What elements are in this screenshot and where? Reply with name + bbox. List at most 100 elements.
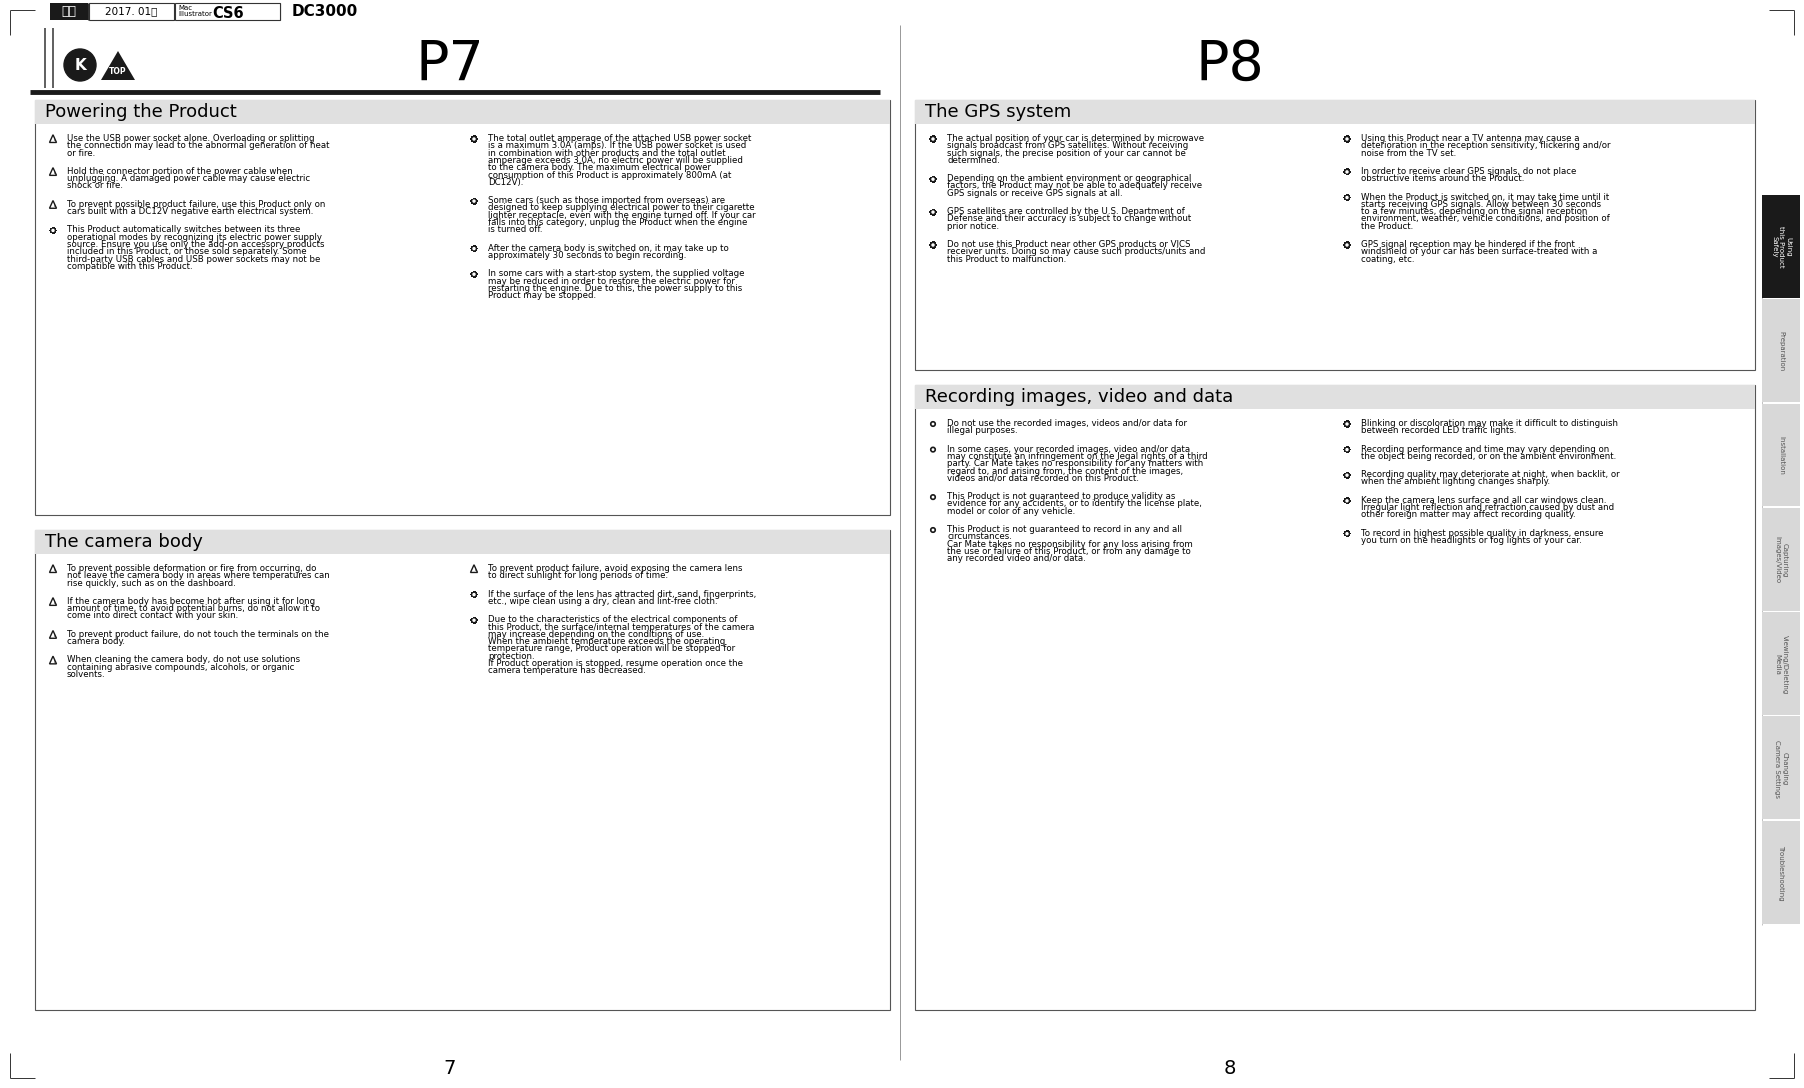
Text: model or color of any vehicle.: model or color of any vehicle. — [947, 507, 1075, 516]
Text: may constitute an infringement on the legal rights of a third: may constitute an infringement on the le… — [947, 452, 1207, 461]
Text: Changing
Camera Settings: Changing Camera Settings — [1775, 740, 1788, 798]
Text: shock or fire.: shock or fire. — [67, 182, 123, 190]
Text: To record in highest possible quality in darkness, ensure: To record in highest possible quality in… — [1360, 529, 1604, 537]
Text: etc., wipe clean using a dry, clean and lint-free cloth.: etc., wipe clean using a dry, clean and … — [489, 597, 718, 606]
Bar — [34, 530, 889, 554]
Text: you turn on the headlights or fog lights of your car.: you turn on the headlights or fog lights… — [1360, 536, 1582, 545]
Text: In order to receive clear GPS signals, do not place: In order to receive clear GPS signals, d… — [1360, 166, 1577, 176]
Text: Due to the characteristics of the electrical components of: Due to the characteristics of the electr… — [489, 615, 738, 625]
Text: regard to, and arising from, the content of the images,: regard to, and arising from, the content… — [947, 467, 1183, 475]
Bar — [1344, 472, 1349, 478]
Text: !: ! — [52, 633, 54, 638]
Text: 初版: 初版 — [61, 5, 76, 18]
Text: In some cars with a start-stop system, the supplied voltage: In some cars with a start-stop system, t… — [489, 269, 745, 279]
Text: party. Car Mate takes no responsibility for any matters with: party. Car Mate takes no responsibility … — [947, 459, 1203, 468]
Text: Recording images, video and data: Recording images, video and data — [925, 388, 1234, 406]
Text: deterioration in the reception sensitivity, flickering and/or: deterioration in the reception sensitivi… — [1360, 141, 1611, 150]
Text: The GPS system: The GPS system — [925, 103, 1072, 121]
Text: When the Product is switched on, it may take time until it: When the Product is switched on, it may … — [1360, 193, 1609, 201]
Text: To prevent product failure, do not touch the terminals on the: To prevent product failure, do not touch… — [67, 630, 328, 639]
Bar — [34, 100, 889, 515]
Text: This Product automatically switches between its three: This Product automatically switches betw… — [67, 225, 301, 234]
Text: to the camera body. The maximum electrical power: to the camera body. The maximum electric… — [489, 163, 711, 172]
Bar — [1763, 508, 1800, 610]
Text: is turned off.: is turned off. — [489, 225, 543, 234]
Bar — [1763, 404, 1800, 506]
Circle shape — [1346, 499, 1348, 502]
Text: third-party USB cables and USB power sockets may not be: third-party USB cables and USB power soc… — [67, 255, 321, 263]
Text: not leave the camera body in areas where temperatures can: not leave the camera body in areas where… — [67, 571, 330, 580]
Text: DC12V).: DC12V). — [489, 177, 523, 187]
Text: circumstances.: circumstances. — [947, 532, 1012, 542]
Bar — [929, 176, 936, 182]
Text: Do not use the recorded images, videos and/or data for: Do not use the recorded images, videos a… — [947, 419, 1187, 428]
Circle shape — [473, 138, 474, 140]
Bar — [929, 136, 936, 141]
Circle shape — [1346, 474, 1348, 477]
Circle shape — [933, 244, 934, 246]
Text: cars built with a DC12V negative earth electrical system.: cars built with a DC12V negative earth e… — [67, 207, 314, 217]
Bar — [1763, 820, 1800, 924]
Text: TOP: TOP — [110, 66, 126, 75]
Text: amperage exceeds 3.0A, no electric power will be supplied: amperage exceeds 3.0A, no electric power… — [489, 156, 743, 165]
Circle shape — [1346, 197, 1348, 198]
Text: The actual position of your car is determined by microwave: The actual position of your car is deter… — [947, 134, 1203, 143]
Text: Car Mate takes no responsibility for any loss arising from: Car Mate takes no responsibility for any… — [947, 540, 1192, 548]
Circle shape — [473, 619, 474, 621]
Text: unplugging. A damaged power cable may cause electric: unplugging. A damaged power cable may ca… — [67, 174, 310, 183]
Bar — [915, 100, 1755, 124]
Text: To prevent product failure, avoid exposing the camera lens: To prevent product failure, avoid exposi… — [489, 564, 743, 573]
Text: !: ! — [52, 203, 54, 208]
Bar — [1344, 243, 1349, 248]
Text: !: ! — [52, 567, 54, 572]
Text: windshield of your car has been surface-treated with a: windshield of your car has been surface-… — [1360, 247, 1597, 257]
Bar — [88, 3, 173, 20]
Text: Recording performance and time may vary depending on: Recording performance and time may vary … — [1360, 445, 1609, 454]
Circle shape — [1346, 448, 1348, 450]
Text: Viewing/Deleting
Media: Viewing/Deleting Media — [1775, 634, 1788, 694]
Text: This Product is not guaranteed to record in any and all: This Product is not guaranteed to record… — [947, 526, 1182, 534]
Text: may increase depending on the conditions of use.: may increase depending on the conditions… — [489, 630, 704, 639]
Text: Installation: Installation — [1779, 436, 1784, 475]
Bar — [1344, 498, 1349, 504]
Text: Use the USB power socket alone. Overloading or splitting: Use the USB power socket alone. Overload… — [67, 134, 314, 143]
Text: prior notice.: prior notice. — [947, 222, 999, 231]
Bar — [471, 246, 478, 251]
Text: To prevent possible deformation or fire from occurring, do: To prevent possible deformation or fire … — [67, 564, 316, 573]
Bar — [34, 530, 889, 1010]
Text: P8: P8 — [1196, 38, 1265, 92]
Text: 7: 7 — [444, 1059, 456, 1077]
Circle shape — [1346, 138, 1348, 140]
Text: Recording quality may deteriorate at night, when backlit, or: Recording quality may deteriorate at nig… — [1360, 470, 1620, 479]
Text: If the surface of the lens has attracted dirt, sand, fingerprints,: If the surface of the lens has attracted… — [489, 590, 756, 598]
Text: Mac: Mac — [179, 5, 191, 11]
Bar — [929, 243, 936, 248]
Text: K: K — [74, 58, 87, 73]
Circle shape — [473, 248, 474, 249]
Text: consumption of this Product is approximately 800mA (at: consumption of this Product is approxima… — [489, 171, 731, 180]
Text: this Product, the surface/internal temperatures of the camera: this Product, the surface/internal tempe… — [489, 622, 754, 631]
Text: signals broadcast from GPS satellites. Without receiving: signals broadcast from GPS satellites. W… — [947, 141, 1189, 150]
Bar — [929, 210, 936, 214]
Text: !: ! — [52, 170, 54, 175]
Text: operational modes by recognizing its electric power supply: operational modes by recognizing its ele… — [67, 233, 321, 242]
Bar — [915, 385, 1755, 409]
Bar — [34, 100, 889, 124]
Circle shape — [63, 49, 96, 81]
Text: Using
this Product
Safely: Using this Product Safely — [1772, 226, 1791, 268]
Text: Irregular light reflection and refraction caused by dust and: Irregular light reflection and refractio… — [1360, 503, 1615, 512]
Text: !: ! — [52, 658, 54, 664]
Text: 2017. 01月: 2017. 01月 — [105, 7, 157, 16]
Bar — [471, 592, 478, 597]
Bar — [1344, 136, 1349, 141]
Bar — [1344, 195, 1349, 200]
Text: the connection may lead to the abnormal generation of heat: the connection may lead to the abnormal … — [67, 141, 330, 150]
Circle shape — [933, 211, 934, 213]
Text: The camera body: The camera body — [45, 533, 202, 551]
Text: Using this Product near a TV antenna may cause a: Using this Product near a TV antenna may… — [1360, 134, 1580, 143]
Text: Some cars (such as those imported from overseas) are: Some cars (such as those imported from o… — [489, 196, 725, 206]
Text: come into direct contact with your skin.: come into direct contact with your skin. — [67, 611, 238, 620]
Bar — [471, 136, 478, 141]
Text: in combination with other products and the total outlet: in combination with other products and t… — [489, 149, 725, 158]
Text: !: ! — [52, 601, 54, 605]
